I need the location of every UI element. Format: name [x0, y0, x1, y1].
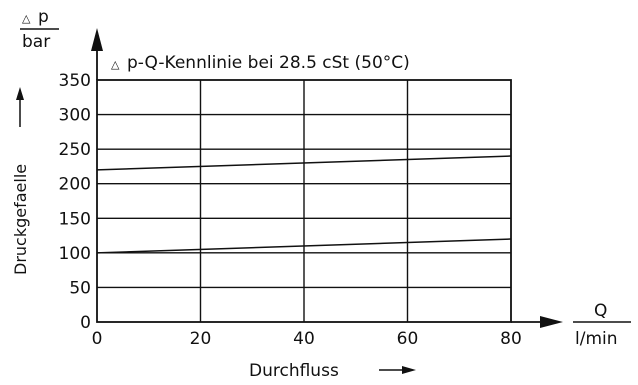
- plot-frame: [96, 79, 512, 323]
- y-axis-symbol: △: [22, 12, 31, 25]
- y-tick-label-5: 250: [59, 140, 91, 160]
- chart-title: p-Q-Kennlinie bei 28.5 cSt (50°C): [127, 53, 410, 73]
- x-axis-quantity: Q: [594, 301, 607, 321]
- y-tick-label-2: 100: [59, 244, 91, 264]
- tick-labels: 0 20 40 60 80 0 50 100 150 200 250 300 350: [59, 71, 522, 349]
- x-tick-label-2: 40: [293, 329, 315, 349]
- x-tick-label-0: 0: [92, 329, 103, 349]
- y-axis-unit: bar: [22, 32, 50, 52]
- x-tick-label-4: 80: [500, 329, 522, 349]
- y-side-arrow-head: [16, 87, 24, 100]
- x-tick-label-3: 60: [397, 329, 419, 349]
- plot-frame-group: [96, 79, 512, 323]
- y-tick-label-7: 350: [59, 71, 91, 91]
- x-axis-arrow-head: [540, 316, 563, 328]
- x-axis-unit: l/min: [575, 329, 618, 349]
- y-axis-side-label: Druckgefaelle: [11, 164, 30, 275]
- y-tick-label-6: 300: [59, 106, 91, 126]
- y-tick-label-3: 150: [59, 209, 91, 229]
- x-tick-label-1: 20: [190, 329, 212, 349]
- y-axis-quantity: p: [38, 7, 49, 27]
- series-line-1: [96, 155, 512, 171]
- grid-lines: [97, 80, 511, 322]
- y-axis-arrow-head: [91, 28, 103, 51]
- x-axis-bottom-label: Durchfluss: [249, 361, 339, 381]
- series-lines: [96, 155, 512, 254]
- chart-title-symbol: △: [111, 58, 120, 71]
- y-tick-label-1: 50: [69, 278, 91, 298]
- x-bottom-arrow-head: [402, 366, 416, 374]
- y-tick-label-0: 0: [80, 313, 91, 333]
- y-tick-label-4: 200: [59, 175, 91, 195]
- series-line-0: [96, 238, 512, 254]
